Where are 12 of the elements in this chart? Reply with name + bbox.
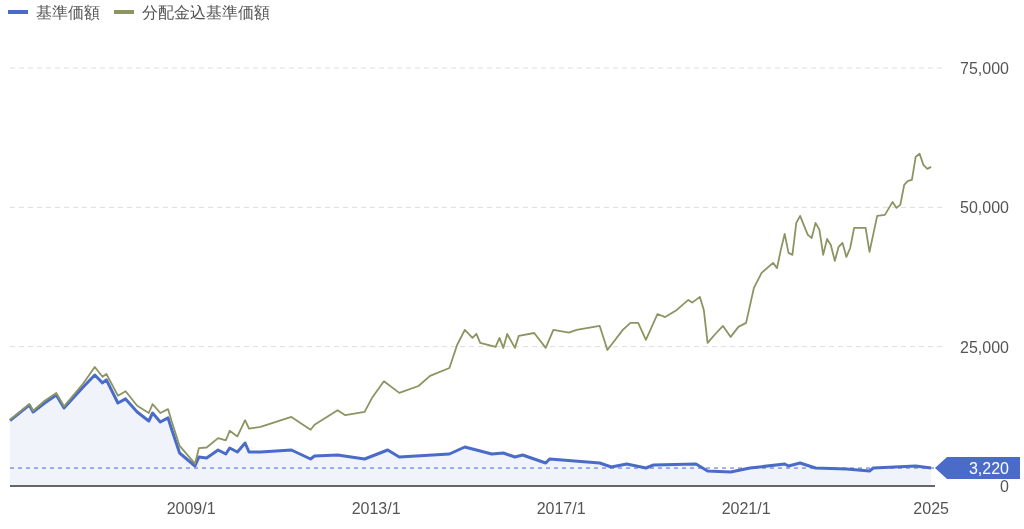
legend-label: 分配金込基準価額 [142, 4, 270, 21]
legend-label: 基準価額 [36, 4, 100, 21]
y-tick-label: 25,000 [960, 338, 1010, 356]
x-tick-label: 2009/1 [166, 500, 216, 517]
x-tick-label: 2013/1 [351, 500, 401, 517]
ref-line-label: 3,220 [968, 460, 1010, 478]
x-tick-label: 2025 [913, 500, 950, 517]
x-tick-label: 2021/1 [721, 500, 771, 517]
x-tick-label: 2017/1 [536, 500, 586, 517]
y-tick-label: 50,000 [960, 199, 1010, 217]
y-tick-label: 75,000 [960, 60, 1010, 77]
y-tick-label: 0 [1000, 478, 1010, 495]
